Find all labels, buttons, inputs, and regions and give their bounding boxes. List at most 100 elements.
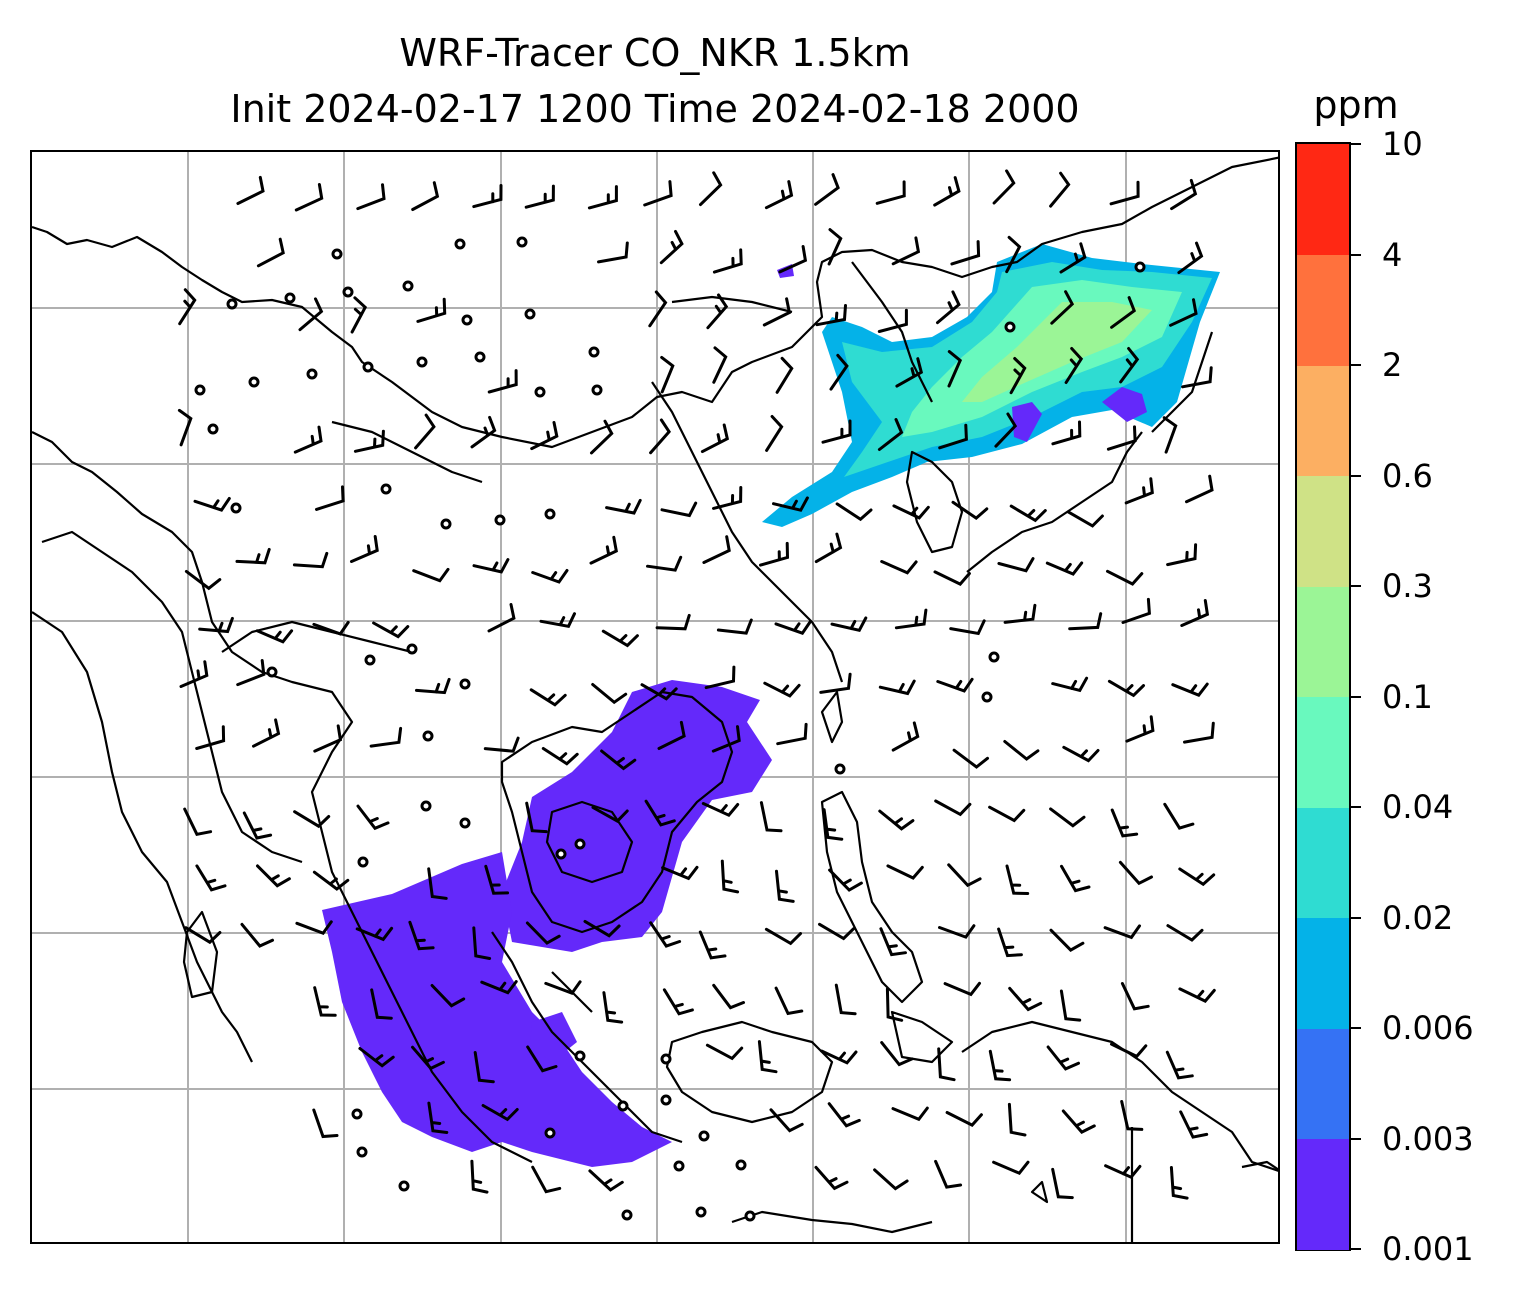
plume-borneo-strip (530, 1012, 577, 1062)
wind-barb (657, 720, 686, 750)
wind-barb (757, 1040, 778, 1074)
wind-barb (649, 418, 671, 455)
colorbar-tick (1351, 253, 1361, 256)
wind-barb (256, 864, 291, 888)
calm-wind-marker (351, 1108, 363, 1120)
plume-northeast-peak (962, 302, 1152, 402)
colorbar-segment (1297, 917, 1349, 1029)
wind-barb (531, 569, 569, 584)
wind-barb (873, 1168, 909, 1191)
wind-barb (705, 1043, 744, 1061)
wind-barb (1120, 1100, 1144, 1131)
wind-barb (891, 236, 921, 266)
wind-barb (815, 304, 847, 327)
wind-barb (951, 500, 989, 520)
wind-barb (933, 176, 961, 207)
wind-barb (529, 688, 567, 707)
wind-barb (601, 629, 639, 648)
wind-barb (1068, 612, 1103, 631)
calm-wind-marker (695, 1206, 707, 1218)
wind-barb (294, 183, 324, 212)
wind-barb (1178, 867, 1216, 887)
map-title-line2: Init 2024-02-17 1200 Time 2024-02-18 200… (230, 87, 1080, 131)
wind-barb (1110, 808, 1139, 838)
calm-wind-marker (516, 236, 528, 248)
wind-barb (1178, 987, 1216, 1003)
wind-barb (1049, 928, 1085, 952)
calm-wind-marker (660, 1094, 672, 1106)
wind-barb (1180, 599, 1210, 627)
wind-barb (945, 1111, 983, 1127)
wind-barb (712, 983, 745, 1010)
wind-barb (1061, 1109, 1096, 1134)
wind-barb (315, 485, 345, 511)
wind-barb (293, 810, 331, 829)
wind-barb (880, 1041, 914, 1067)
colorbar-tick (1351, 585, 1361, 587)
wind-barb (698, 930, 727, 960)
colorbar-tick-label: 4 (1382, 235, 1403, 274)
calm-wind-marker (494, 514, 506, 526)
wind-barb (602, 991, 624, 1024)
wind-barb (1171, 682, 1209, 698)
wind-barb (775, 869, 795, 903)
wind-barb (759, 541, 790, 567)
wind-barb (660, 355, 675, 394)
wind-barb (655, 613, 691, 631)
wind-barb (934, 1159, 963, 1189)
wind-barb (880, 560, 918, 575)
plume-maritime (322, 852, 672, 1167)
map-panel (30, 150, 1280, 1244)
wind-barb (427, 1101, 449, 1134)
wind-barb (472, 184, 503, 209)
wind-barb (252, 718, 281, 748)
wind-barb (1183, 721, 1215, 744)
wind-barb (711, 725, 741, 753)
wind-barb (952, 748, 989, 769)
wind-barb (879, 927, 907, 957)
calm-wind-marker (284, 292, 296, 304)
wind-barb (427, 867, 448, 900)
wind-barb (293, 425, 323, 454)
wind-barb (716, 618, 753, 635)
wind-barb (772, 496, 809, 512)
wind-barb (1064, 347, 1084, 384)
wind-barb (356, 804, 390, 831)
wind-barb (1162, 416, 1178, 454)
calm-wind-marker (555, 848, 567, 860)
wind-barb (605, 498, 642, 515)
wind-barb (763, 681, 801, 698)
wind-barb (1165, 1050, 1194, 1080)
wind-barb (590, 419, 614, 455)
wind-barb (662, 988, 694, 1016)
wind-barb (997, 557, 1035, 573)
calm-wind-marker (331, 248, 343, 260)
wind-barb (819, 672, 852, 694)
wind-barb (484, 864, 510, 895)
wind-barb (587, 185, 618, 210)
wind-barb (646, 555, 683, 572)
colorbar-segment (1297, 254, 1349, 366)
wind-barb (988, 1049, 1012, 1082)
wind-barb (298, 297, 324, 332)
calm-wind-marker (617, 1100, 629, 1112)
colorbar-segment (1297, 696, 1349, 808)
wind-barb (487, 369, 518, 394)
wind-barb (648, 290, 668, 328)
wind-barb (774, 986, 804, 1016)
wind-barb (877, 418, 904, 451)
wind-barb (312, 1108, 339, 1139)
wind-barb (1009, 357, 1027, 395)
wind-barb (256, 237, 285, 268)
calm-wind-marker (735, 1159, 747, 1171)
wind-barb (1185, 474, 1214, 504)
wind-barb (827, 228, 843, 266)
wind-barb (525, 921, 561, 945)
wind-barb (370, 988, 393, 1020)
wind-barb (1003, 740, 1040, 761)
wind-barb (994, 412, 1018, 448)
wind-barb (778, 245, 808, 274)
wind-barb (1119, 347, 1140, 384)
wind-barb (769, 1108, 804, 1133)
calm-wind-marker (306, 368, 318, 380)
